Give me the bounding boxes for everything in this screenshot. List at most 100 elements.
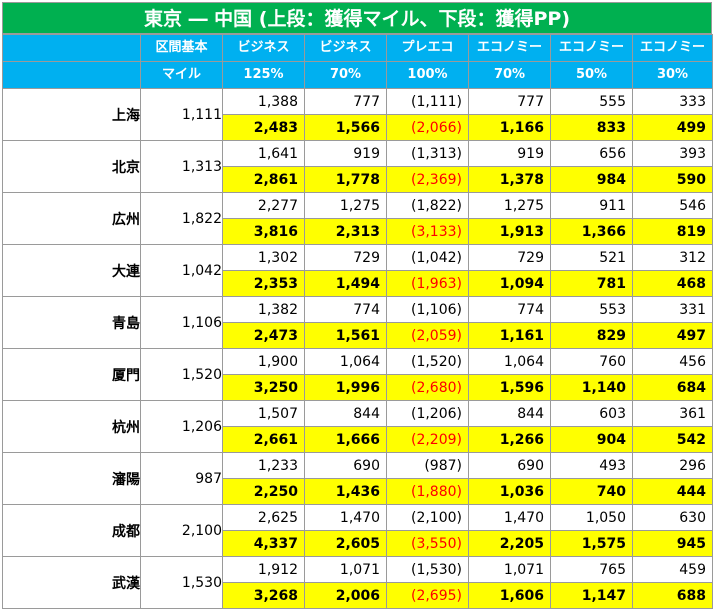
miles-cell: 1,470 [304,504,387,531]
miles-cell: 729 [468,244,551,271]
table-row-miles: 広州 1,822 2,277 1,275 (1,822) 1,275 911 546 [2,192,713,245]
pp-cell: (3,133) [386,218,469,245]
pp-cell: 1,575 [550,530,633,557]
header-cell: 70% [468,61,551,89]
pp-cell: 3,268 [222,582,305,609]
miles-cell: 1,275 [304,192,387,219]
pp-cell: 1,778 [304,166,387,193]
table-row-pp: 2,483 1,566 (2,066) 1,166 833 499 [3,114,713,141]
pp-cell: 740 [550,478,633,505]
table-body: 上海 1,111 1,388 777 (1,111) 777 555 333 2,483 1,56… [2,88,713,609]
miles-cell: (1,520) [386,348,469,375]
miles-cell: 1,382 [222,296,305,323]
pp-cell: 499 [632,114,713,141]
miles-cell: (2,100) [386,504,469,531]
miles-cell: 521 [550,244,633,271]
city-name: 広州 [2,192,141,245]
city-name: 北京 [2,140,141,193]
header-cell: ビジネス [222,34,305,62]
pp-cell: 2,353 [222,270,305,297]
miles-cell: 777 [468,88,551,115]
pp-cell: 590 [632,166,713,193]
pp-cell: 497 [632,322,713,349]
miles-cell: (1,206) [386,400,469,427]
pp-cell: 1,561 [304,322,387,349]
table-row-pp: 4,337 2,605 (3,550) 2,205 1,575 945 [3,530,713,557]
pp-cell: 3,816 [222,218,305,245]
miles-cell: 2,625 [222,504,305,531]
miles-cell: 1,050 [550,504,633,531]
pp-cell: 2,205 [468,530,551,557]
table-row-miles: 武漢 1,530 1,912 1,071 (1,530) 1,071 765 459 [2,556,713,609]
pp-cell: 1,566 [304,114,387,141]
pp-cell: (2,059) [386,322,469,349]
miles-cell: 331 [632,296,713,323]
pp-cell: (2,066) [386,114,469,141]
base-miles: 2,100 [140,504,223,557]
pp-cell: 1,140 [550,374,633,401]
pp-cell: 2,661 [222,426,305,453]
miles-cell: 1,064 [304,348,387,375]
pp-cell: (2,695) [386,582,469,609]
miles-cell: 2,277 [222,192,305,219]
pp-cell: 833 [550,114,633,141]
pp-cell: 1,996 [304,374,387,401]
miles-cell: 493 [550,452,633,479]
miles-cell: 1,388 [222,88,305,115]
city-name: 青島 [2,296,141,349]
base-miles: 1,520 [140,348,223,401]
miles-cell: 603 [550,400,633,427]
miles-cell: 296 [632,452,713,479]
miles-cell: 1,233 [222,452,305,479]
header-cell: エコノミー [632,34,713,62]
city-name: 瀋陽 [2,452,141,505]
table-row-pp: 3,816 2,313 (3,133) 1,913 1,366 819 [3,218,713,245]
pp-cell: 2,250 [222,478,305,505]
miles-cell: 1,064 [468,348,551,375]
miles-cell: (1,530) [386,556,469,583]
pp-cell: 542 [632,426,713,453]
miles-cell: 760 [550,348,633,375]
miles-cell: 911 [550,192,633,219]
miles-cell: 1,900 [222,348,305,375]
pp-cell: 1,596 [468,374,551,401]
miles-cell: 361 [632,400,713,427]
miles-cell: 844 [304,400,387,427]
miles-cell: 844 [468,400,551,427]
pp-cell: (1,880) [386,478,469,505]
header-cell: ビジネス [304,34,387,62]
pp-cell: 945 [632,530,713,557]
table-row-pp: 3,268 2,006 (2,695) 1,606 1,147 688 [3,582,713,609]
miles-cell: 1,641 [222,140,305,167]
header-row-2: マイル 125% 70% 100% 70% 50% 30% [2,61,713,89]
pp-cell: (2,209) [386,426,469,453]
pp-cell: (2,369) [386,166,469,193]
miles-cell: 456 [632,348,713,375]
pp-cell: 2,006 [304,582,387,609]
pp-cell: (2,680) [386,374,469,401]
pp-cell: 4,337 [222,530,305,557]
pp-cell: 1,666 [304,426,387,453]
pp-cell: 1,036 [468,478,551,505]
table-row-pp: 3,250 1,996 (2,680) 1,596 1,140 684 [3,374,713,401]
city-name: 大連 [2,244,141,297]
base-miles: 1,111 [140,88,223,141]
table-row-miles: 厦門 1,520 1,900 1,064 (1,520) 1,064 760 456 [2,348,713,401]
miles-cell: 333 [632,88,713,115]
header-cell: 50% [550,61,633,89]
pp-cell: 468 [632,270,713,297]
miles-cell: 555 [550,88,633,115]
pp-cell: 1,606 [468,582,551,609]
pp-cell: (3,550) [386,530,469,557]
miles-cell: 553 [550,296,633,323]
miles-cell: 1,071 [304,556,387,583]
table-row-miles: 大連 1,042 1,302 729 (1,042) 729 521 312 [2,244,713,297]
table-row-pp: 2,661 1,666 (2,209) 1,266 904 542 [3,426,713,453]
miles-cell: (1,042) [386,244,469,271]
city-name: 厦門 [2,348,141,401]
miles-cell: 656 [550,140,633,167]
pp-cell: 2,473 [222,322,305,349]
pp-cell: 1,166 [468,114,551,141]
mileage-table: 区間基本 ビジネス ビジネス プレエコ エコノミー エコノミー エコノミー マイ… [2,34,713,609]
